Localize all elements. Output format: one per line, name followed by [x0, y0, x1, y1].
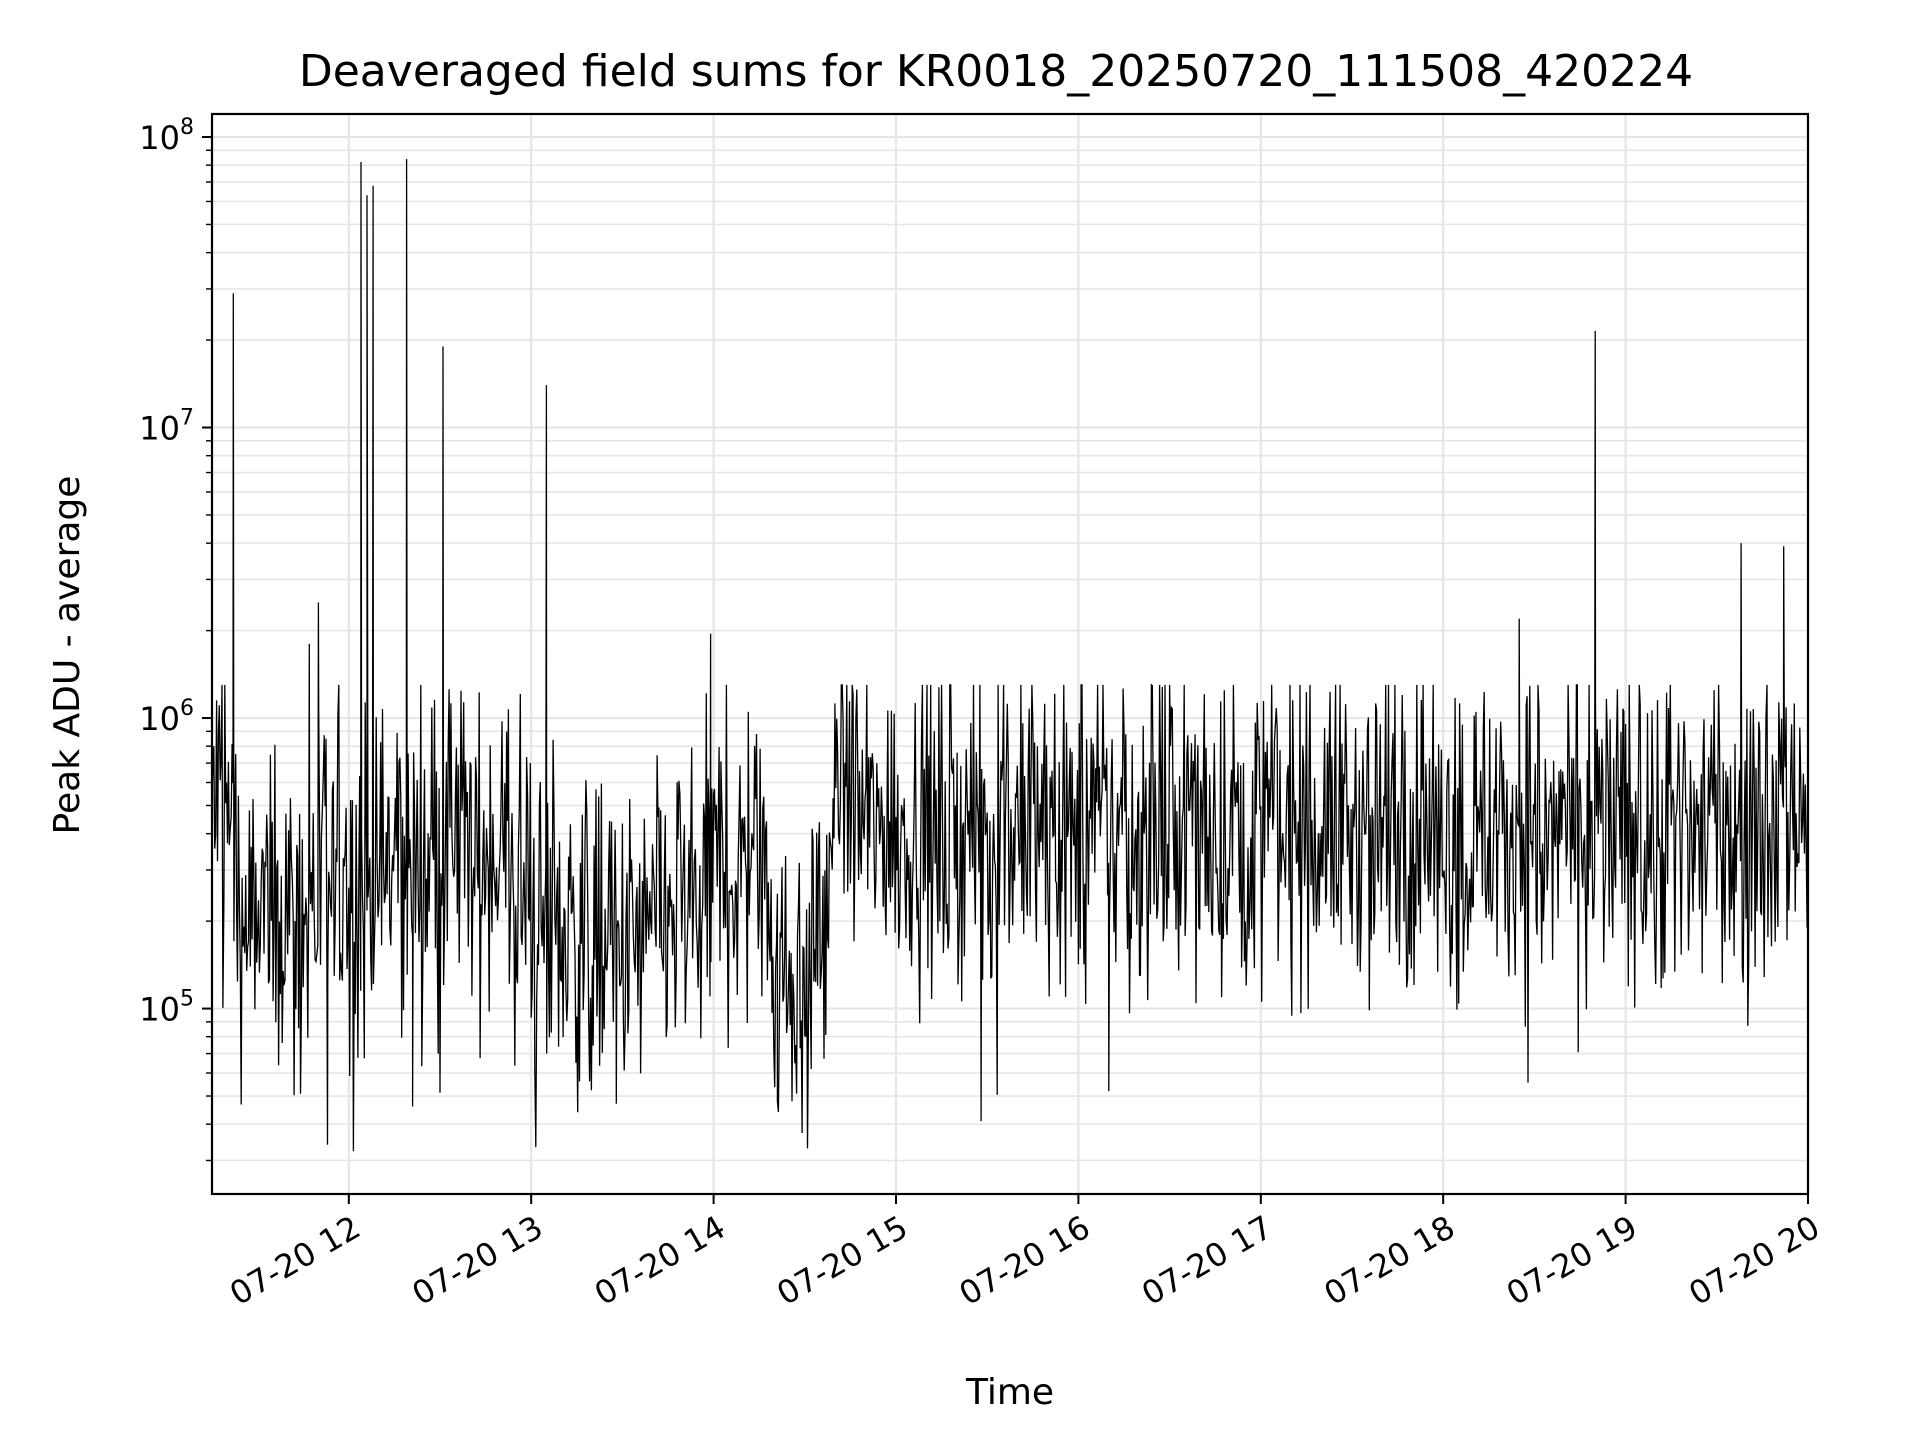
y-tick-base: 10: [139, 991, 180, 1029]
y-tick-base: 10: [139, 700, 180, 738]
y-tick-label: 105: [139, 987, 194, 1029]
x-axis-label: Time: [965, 1372, 1054, 1413]
plot-frame: [210, 112, 1810, 1196]
y-tick-exponent: 7: [180, 406, 194, 431]
series: [211, 158, 1809, 1152]
y-tick-label: 107: [139, 406, 194, 448]
y-tick-base: 10: [139, 410, 180, 448]
y-axis-label: Peak ADU - average: [47, 476, 88, 835]
chart-title: Deaveraged field sums for KR0018_2025072…: [299, 46, 1693, 97]
y-tick-exponent: 5: [180, 987, 194, 1012]
series-line: [211, 158, 1809, 1152]
y-tick-exponent: 6: [180, 696, 194, 721]
y-tick-label: 108: [139, 115, 194, 157]
y-tick-exponent: 8: [180, 115, 194, 140]
y-tick-base: 10: [139, 119, 180, 157]
y-tick-label: 106: [139, 696, 194, 738]
